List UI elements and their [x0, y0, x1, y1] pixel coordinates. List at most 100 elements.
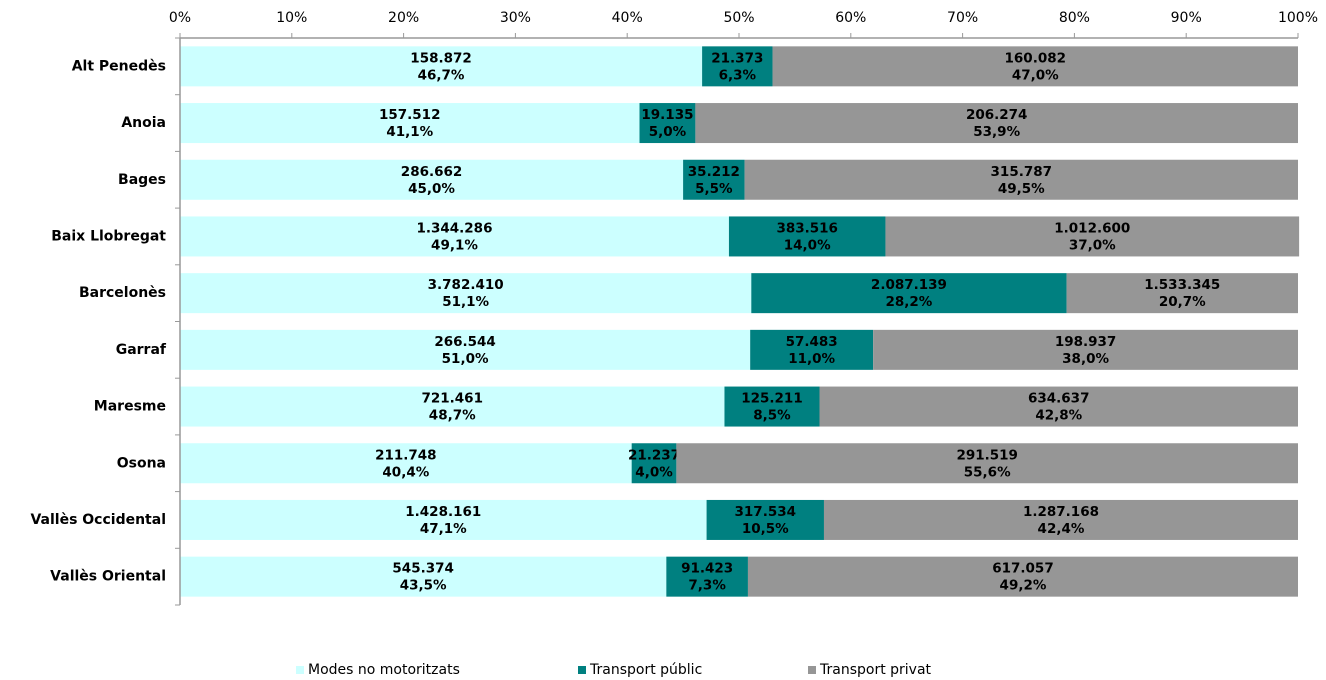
bar-segment	[695, 103, 1298, 144]
data-label-percent: 47,0%	[1012, 67, 1059, 83]
category-label: Alt Penedès	[72, 58, 166, 74]
legend-swatch	[578, 666, 586, 674]
x-tick-label: 100%	[1278, 10, 1318, 26]
data-label-percent: 7,3%	[688, 578, 726, 594]
data-label-percent: 51,1%	[442, 294, 489, 310]
category-label: Garraf	[116, 342, 167, 358]
data-label-percent: 8,5%	[753, 408, 791, 424]
bar-segment	[676, 443, 1298, 484]
legend-swatch	[808, 666, 816, 674]
data-label-count: 1.012.600	[1054, 220, 1130, 236]
bar-segment	[706, 499, 824, 540]
bar-segment	[747, 556, 1298, 597]
bar-segment	[728, 216, 886, 257]
data-label-percent: 28,2%	[886, 294, 933, 310]
data-label-count: 158.872	[410, 50, 472, 66]
category-label: Baix Llobregat	[51, 228, 166, 244]
data-label-percent: 37,0%	[1069, 237, 1116, 253]
data-label-count: 91.423	[681, 561, 733, 577]
data-label-count: 1.533.345	[1144, 277, 1220, 293]
bar-segment	[873, 329, 1298, 370]
data-label-count: 211.748	[375, 447, 437, 463]
bar-segment	[180, 216, 729, 257]
data-label-count: 19.135	[641, 107, 693, 123]
data-label-count: 617.057	[992, 561, 1054, 577]
data-label-count: 317.534	[735, 504, 797, 520]
data-label-percent: 20,7%	[1159, 294, 1206, 310]
data-label-percent: 5,5%	[695, 181, 733, 197]
data-label-percent: 41,1%	[386, 124, 433, 140]
bar-segment	[772, 46, 1298, 87]
x-tick-label: 40%	[612, 10, 643, 26]
data-label-count: 286.662	[401, 164, 463, 180]
bar-segment	[1066, 273, 1298, 314]
legend-swatch	[296, 666, 304, 674]
data-label-percent: 49,2%	[1000, 578, 1047, 594]
bar-segment	[666, 556, 748, 597]
data-label-count: 2.087.139	[871, 277, 947, 293]
data-label-count: 1.428.161	[405, 504, 481, 520]
category-label: Vallès Oriental	[50, 569, 166, 585]
bar-segment	[885, 216, 1300, 257]
data-label-count: 21.237	[628, 447, 680, 463]
x-tick-label: 60%	[835, 10, 866, 26]
data-label-percent: 6,3%	[719, 67, 757, 83]
bar-segment	[180, 103, 640, 144]
data-label-count: 157.512	[379, 107, 441, 123]
data-label-percent: 53,9%	[973, 124, 1020, 140]
x-tick-label: 20%	[388, 10, 419, 26]
bar-segment	[180, 443, 632, 484]
data-label-percent: 48,7%	[429, 408, 476, 424]
data-label-count: 206.274	[966, 107, 1028, 123]
category-label: Osona	[117, 455, 166, 471]
bar-segment	[631, 443, 677, 484]
bar-segment	[819, 386, 1298, 427]
data-label-count: 291.519	[956, 447, 1018, 463]
data-label-count: 1.287.168	[1023, 504, 1099, 520]
bar-segment	[180, 273, 752, 314]
data-label-percent: 55,6%	[964, 464, 1011, 480]
data-label-count: 21.373	[711, 50, 763, 66]
bar-segment	[724, 386, 820, 427]
data-label-percent: 47,1%	[420, 521, 467, 537]
category-label: Maresme	[94, 399, 166, 415]
data-label-percent: 10,5%	[742, 521, 789, 537]
data-label-count: 383.516	[776, 220, 838, 236]
bar-segment	[702, 46, 773, 87]
data-label-percent: 51,0%	[442, 351, 489, 367]
data-label-count: 721.461	[421, 391, 483, 407]
bar-segment	[639, 103, 696, 144]
bar-segment	[180, 159, 684, 200]
data-label-count: 1.344.286	[416, 220, 492, 236]
data-label-count: 125.211	[741, 391, 803, 407]
data-label-percent: 42,4%	[1038, 521, 1085, 537]
bar-segment	[180, 386, 725, 427]
data-label-count: 35.212	[688, 164, 740, 180]
x-tick-label: 70%	[947, 10, 978, 26]
bar-segment	[180, 46, 703, 87]
data-label-percent: 43,5%	[400, 578, 447, 594]
data-label-count: 160.082	[1005, 50, 1067, 66]
data-label-count: 545.374	[392, 561, 454, 577]
data-label-count: 315.787	[991, 164, 1053, 180]
x-tick-label: 50%	[723, 10, 754, 26]
category-label: Anoia	[121, 115, 166, 131]
data-label-count: 266.544	[434, 334, 496, 350]
x-tick-label: 10%	[276, 10, 307, 26]
data-label-count: 634.637	[1028, 391, 1090, 407]
category-label: Vallès Occidental	[30, 512, 166, 528]
legend-label: Transport privat	[819, 662, 932, 678]
category-label: Barcelonès	[79, 285, 166, 301]
x-tick-label: 80%	[1059, 10, 1090, 26]
data-label-count: 57.483	[786, 334, 838, 350]
category-label: Bages	[118, 172, 166, 188]
data-label-count: 3.782.410	[428, 277, 504, 293]
data-label-percent: 40,4%	[382, 464, 429, 480]
data-label-percent: 4,0%	[635, 464, 673, 480]
data-label-percent: 49,1%	[431, 237, 478, 253]
bar-segment	[744, 159, 1298, 200]
data-label-percent: 14,0%	[784, 237, 831, 253]
data-label-percent: 11,0%	[788, 351, 835, 367]
data-label-percent: 38,0%	[1062, 351, 1109, 367]
bar-segment	[751, 273, 1067, 314]
